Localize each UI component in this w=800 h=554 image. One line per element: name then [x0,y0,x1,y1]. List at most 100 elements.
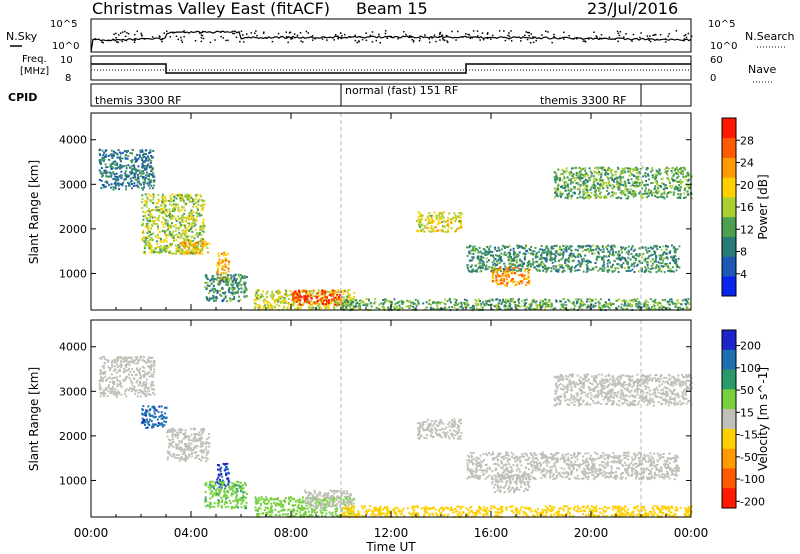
echo-cell [212,280,215,283]
echo-cell [503,278,506,281]
echo-cell [625,251,628,254]
echo-cell [164,233,167,236]
echo-cell [689,308,692,310]
echo-cell [524,245,527,248]
echo-cell [264,305,266,308]
echo-cell [328,294,331,297]
echo-cell [188,198,191,201]
echo-cell [635,253,638,256]
echo-cell [627,256,630,259]
nsearch-point [124,30,126,33]
echo-cell [528,303,531,306]
echo-cell [657,267,660,270]
echo-cell [330,292,332,295]
echo-cell [148,180,151,183]
echo-cell [577,253,580,256]
echo-cell [437,301,440,304]
echo-cell [657,196,660,199]
echo-cell [537,269,540,272]
echo-cell [125,364,128,367]
echo-cell [550,259,553,262]
echo-cell [677,257,680,260]
echo-cell [604,171,607,174]
echo-cell [114,376,117,379]
echo-cell [224,257,227,260]
echo-cell [149,213,152,215]
echo-cell [512,298,514,301]
echo-cell [278,298,280,301]
echo-cell [146,244,149,247]
echo-cell [572,173,575,176]
echo-cell [544,298,547,301]
echo-cell [309,296,312,299]
nsearch-point [507,34,509,37]
echo-cell [673,246,676,249]
echo-cell [675,269,678,272]
nsearch-point [140,32,142,35]
echo-cell [441,215,444,218]
nsearch-point [652,34,654,36]
echo-cell [498,261,501,264]
echo-cell [209,289,212,292]
echo-cell [365,298,368,301]
echo-cell [105,379,108,382]
echo-cell [654,258,657,261]
echo-cell [172,215,175,218]
echo-cell [122,151,124,154]
echo-cell [495,304,497,307]
echo-cell [412,305,415,308]
nsearch-point [200,37,203,39]
echo-cell [626,263,629,265]
echo-cell [146,210,149,213]
echo-cell [536,305,539,308]
echo-cell [610,172,613,174]
echo-cell [150,233,153,236]
echo-cell [147,227,149,230]
echo-cell [315,302,318,305]
echo-cell [561,270,564,273]
echo-cell [152,156,154,159]
echo-cell [212,278,215,281]
echo-cell [558,268,561,271]
echo-cell [380,302,383,305]
echo-cell [678,266,681,269]
echo-cell [544,258,547,261]
echo-cell [169,224,172,227]
echo-cell [521,300,524,302]
echo-cell [508,262,511,265]
echo-cell [173,234,176,237]
echo-cell [419,219,422,221]
echo-cell [337,296,340,299]
echo-cell [318,306,321,309]
echo-cell [534,246,537,249]
nsearch-point [617,40,619,43]
echo-cell [168,251,171,254]
echo-cell [215,297,218,300]
nsearch-point [344,33,346,36]
echo-cell [279,297,282,300]
echo-cell [149,219,152,222]
echo-cell [259,296,262,299]
echo-cell [209,279,212,282]
echo-cell [255,292,258,294]
echo-cell [129,371,132,374]
nsearch-point [640,32,642,34]
echo-cell [554,265,557,268]
echo-cell [596,247,599,250]
echo-cell [180,194,183,196]
echo-cell [499,266,502,269]
echo-cell [174,208,177,211]
echo-cell [323,294,326,297]
echo-cell [501,301,504,303]
echo-cell [677,302,680,305]
echo-cell [570,245,573,248]
nsearch-point [528,34,530,37]
echo-cell [189,228,192,231]
echo-cell [667,178,670,180]
echo-cell [498,302,501,305]
echo-cell [329,302,332,305]
nsearch-point [340,37,342,40]
nsearch-point [334,34,337,36]
echo-cell [559,253,562,256]
echo-cell [144,181,147,184]
